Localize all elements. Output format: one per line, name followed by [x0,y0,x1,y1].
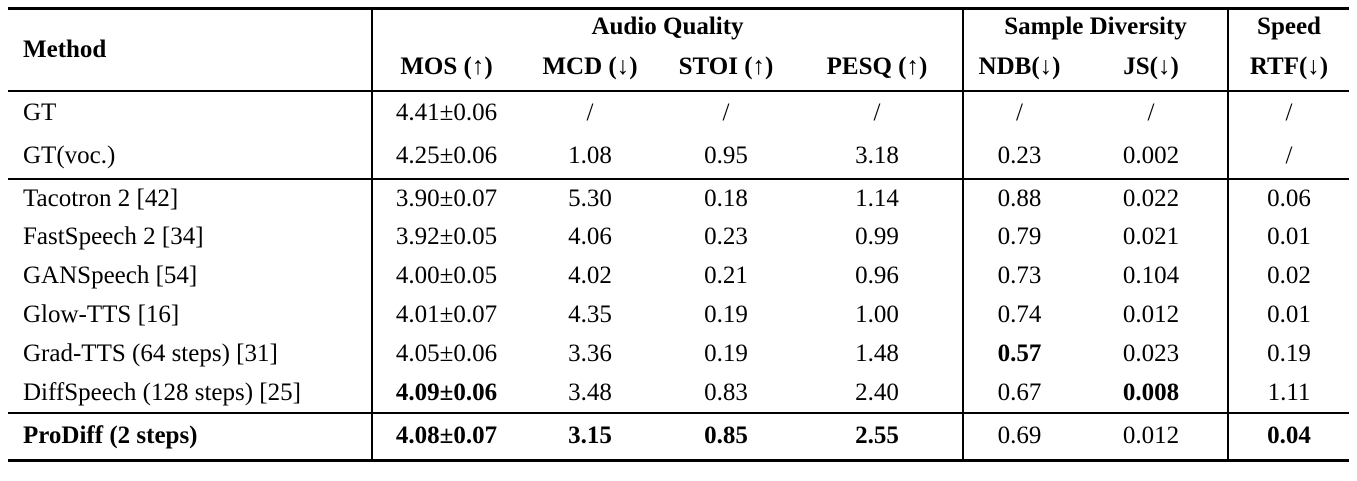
method-cell: Grad-TTS (64 steps) [31] [23,340,278,367]
value-cell: 0.85 [704,422,748,450]
table-row: Grad-TTS (64 steps) [31] 4.05±0.06 3.36 0.1… [8,334,1349,374]
results-table: Method Audio Quality Sample Diversity Sp… [8,7,1349,462]
column-header-mos: MOS (↑) [371,44,520,91]
method-cell: DiffSpeech (128 steps) [25] [23,378,301,406]
value-cell: 0.99 [855,223,899,250]
value-cell: 3.48 [568,378,612,406]
value-cell: / [962,90,1075,135]
method-cell: GT [23,99,57,126]
column-header-js: JS(↓) [1123,53,1179,80]
value-cell: 4.09±0.06 [371,373,520,413]
value-cell: 0.19 [704,340,748,367]
value-cell: 0.022 [1122,184,1180,212]
value-cell: 0.012 [1122,422,1180,450]
value-cell: 4.25±0.06 [371,134,520,179]
value-cell: 3.36 [568,340,612,367]
value-cell: 0.19 [1227,334,1349,374]
value-cell: 1.48 [855,340,899,367]
value-cell: / [873,99,881,126]
table-row: GT(voc.) 4.25±0.06 1.08 0.95 3.18 0.23 0.002 / [8,134,1349,179]
value-cell: 4.08±0.07 [371,412,520,461]
value-cell: 0.01 [1227,217,1349,257]
value-cell: 4.41±0.06 [371,90,520,135]
value-cell: 3.18 [855,142,899,169]
value-cell: 0.57 [962,334,1075,374]
value-cell: 0.002 [1122,142,1180,169]
header-subcolumn-row: MOS (↑) MCD (↓) STOI (↑) PESQ (↑) NDB(↓)… [8,44,1349,91]
method-cell: Glow-TTS [16] [23,301,180,328]
value-cell: 0.69 [962,412,1075,461]
table-header: Method Audio Quality Sample Diversity Sp… [8,8,1349,91]
method-cell: ProDiff (2 steps) [23,422,198,450]
value-cell: 0.79 [962,217,1075,257]
column-header-ndb: NDB(↓) [962,44,1075,91]
value-cell: 0.67 [962,373,1075,413]
value-cell: / [1227,90,1349,135]
table-row: GT 4.41±0.06 / / / / / / [8,90,1349,135]
table-row: Tacotron 2 [42] 3.90±0.07 5.30 0.18 1.14 0.88… [8,178,1349,218]
value-cell: 0.73 [962,256,1075,296]
value-cell: 3.90±0.07 [371,178,520,218]
section-baselines: Tacotron 2 [42] 3.90±0.07 5.30 0.18 1.14 0.88… [8,178,1349,413]
method-cell: FastSpeech 2 [34] [23,223,204,250]
section-ground-truth: GT 4.41±0.06// / / / / GT(voc.) 4.25±0.06 1.08 0.… [8,90,1349,179]
value-cell: / [1147,99,1155,126]
value-cell: 0.06 [1227,178,1349,218]
value-cell: 0.19 [704,301,748,328]
value-cell: 0.021 [1122,223,1180,250]
value-cell: 3.92±0.05 [371,217,520,257]
value-cell: 0.04 [1227,412,1349,461]
value-cell: 3.15 [568,422,612,450]
value-cell: 0.18 [704,184,748,212]
section-proposed: ProDiff (2 steps) 4.08±0.07 3.15 0.85 2.55 0.… [8,412,1349,461]
value-cell: / [586,99,594,126]
value-cell: 1.00 [855,301,899,328]
value-cell: 1.14 [855,184,899,212]
value-cell: 0.02 [1227,256,1349,296]
value-cell: 4.05±0.06 [371,334,520,374]
method-cell: GANSpeech [54] [23,262,198,289]
column-group-audio-quality: Audio Quality [371,8,963,45]
value-cell: 0.23 [704,223,748,250]
value-cell: 2.40 [855,378,899,406]
method-cell: Tacotron 2 [42] [23,184,179,212]
value-cell: 0.023 [1122,340,1180,367]
column-header-mcd: MCD (↓) [542,53,638,80]
value-cell: 2.55 [855,422,899,450]
value-cell: 0.01 [1227,295,1349,335]
value-cell: 0.74 [962,295,1075,335]
value-cell: 4.35 [568,301,612,328]
table-row: Glow-TTS [16] 4.01±0.07 4.35 0.19 1.00 0.74 0.… [8,295,1349,335]
value-cell: 4.06 [568,223,612,250]
column-group-sample-diversity: Sample Diversity [962,8,1228,45]
value-cell: 5.30 [568,184,612,212]
table-row: FastSpeech 2 [34] 3.92±0.05 4.06 0.23 0.99 0.… [8,217,1349,257]
value-cell: 0.012 [1122,301,1180,328]
value-cell: 4.01±0.07 [371,295,520,335]
value-cell: 0.008 [1122,378,1180,406]
column-header-rtf: RTF(↓) [1227,44,1349,91]
value-cell: 0.21 [704,262,748,289]
value-cell: / [722,99,730,126]
value-cell: 4.02 [568,262,612,289]
method-cell: GT(voc.) [23,142,116,169]
value-cell: 4.00±0.05 [371,256,520,296]
column-header-method: Method [23,35,107,63]
value-cell: / [1227,134,1349,179]
value-cell: 1.08 [568,142,612,169]
value-cell: 0.23 [962,134,1075,179]
table-row: DiffSpeech (128 steps) [25] 4.09±0.06 3.48… [8,373,1349,413]
value-cell: 0.95 [704,142,748,169]
value-cell: 0.96 [855,262,899,289]
header-group-row: Method Audio Quality Sample Diversity Sp… [8,8,1349,63]
value-cell: 0.83 [704,378,748,406]
table-row: GANSpeech [54] 4.00±0.05 4.02 0.21 0.96 0.73 0… [8,256,1349,296]
value-cell: 0.88 [962,178,1075,218]
column-header-pesq: PESQ (↑) [826,53,928,80]
value-cell: 0.104 [1122,262,1180,289]
table-row: ProDiff (2 steps) 4.08±0.07 3.15 0.85 2.55 0.… [8,412,1349,461]
value-cell: 1.11 [1227,373,1349,413]
column-header-stoi: STOI (↑) [678,53,774,80]
column-group-speed: Speed [1227,8,1349,45]
